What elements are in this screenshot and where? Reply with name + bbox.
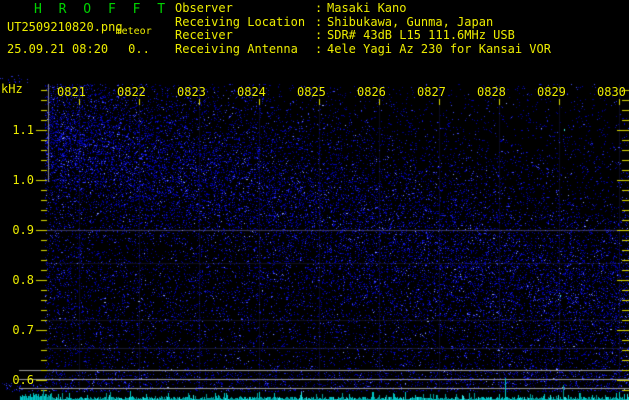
- info-row: Receiving Location: Shibukawa, Gunma, Jap…: [175, 14, 551, 30]
- freq-label: 1.0: [12, 173, 34, 187]
- info-value: 4ele Yagi Az 230 for Kansai VOR: [327, 41, 551, 56]
- freq-label: 0.7: [12, 323, 34, 337]
- time-label: 0829: [537, 85, 566, 99]
- marker-label: 0..: [128, 42, 150, 56]
- info-value: SDR# 43dB L15 111.6MHz USB: [327, 28, 515, 42]
- info-value: Masaki Kano: [327, 1, 407, 15]
- time-label: 0828: [477, 85, 506, 99]
- time-label: 0827: [417, 85, 446, 99]
- freq-label: 1.1: [12, 123, 34, 137]
- info-value: Shibukawa, Gunma, Japan: [327, 14, 494, 29]
- station-label: meteor: [115, 26, 152, 37]
- capture-filename: UT2509210820.png: [7, 20, 123, 34]
- header-info: Observer: Masaki Kano Receiving Location: S…: [175, 1, 551, 57]
- time-label: 0821: [57, 85, 86, 99]
- freq-axis-unit: kHz: [1, 82, 23, 96]
- datetime-line: 25.09.21 08:20 0..: [7, 43, 150, 56]
- info-row: Receiver: SDR# 43dB L15 111.6MHz USB: [175, 28, 551, 43]
- info-row: Observer: Masaki Kano: [175, 1, 551, 16]
- info-label: Observer: [175, 1, 233, 15]
- capture-datetime: 25.09.21 08:20: [7, 42, 109, 56]
- time-label: 0824: [237, 85, 266, 99]
- info-separator: :: [315, 1, 323, 15]
- freq-label: 0.8: [12, 273, 34, 287]
- info-separator: :: [315, 28, 323, 42]
- app-title: H R O F F T: [34, 2, 170, 17]
- freq-label: 0.9: [12, 223, 34, 237]
- freq-label: 0.6: [12, 373, 34, 387]
- filename-line: UT2509210820.pngmeteor: [7, 20, 152, 38]
- time-label: 0822: [117, 85, 146, 99]
- info-separator: :: [315, 14, 323, 29]
- time-label: 0830: [597, 85, 626, 99]
- time-label: 0826: [357, 85, 386, 99]
- time-label: 0825: [297, 85, 326, 99]
- info-label: Receiving Location: [175, 14, 306, 29]
- info-label: Receiver: [175, 28, 233, 42]
- info-row: Receiving Antenna:4ele Yagi Az 230 for K…: [175, 41, 551, 57]
- info-label: Receiving Antenna: [175, 41, 298, 56]
- info-separator: :: [315, 41, 323, 56]
- time-label: 0823: [177, 85, 206, 99]
